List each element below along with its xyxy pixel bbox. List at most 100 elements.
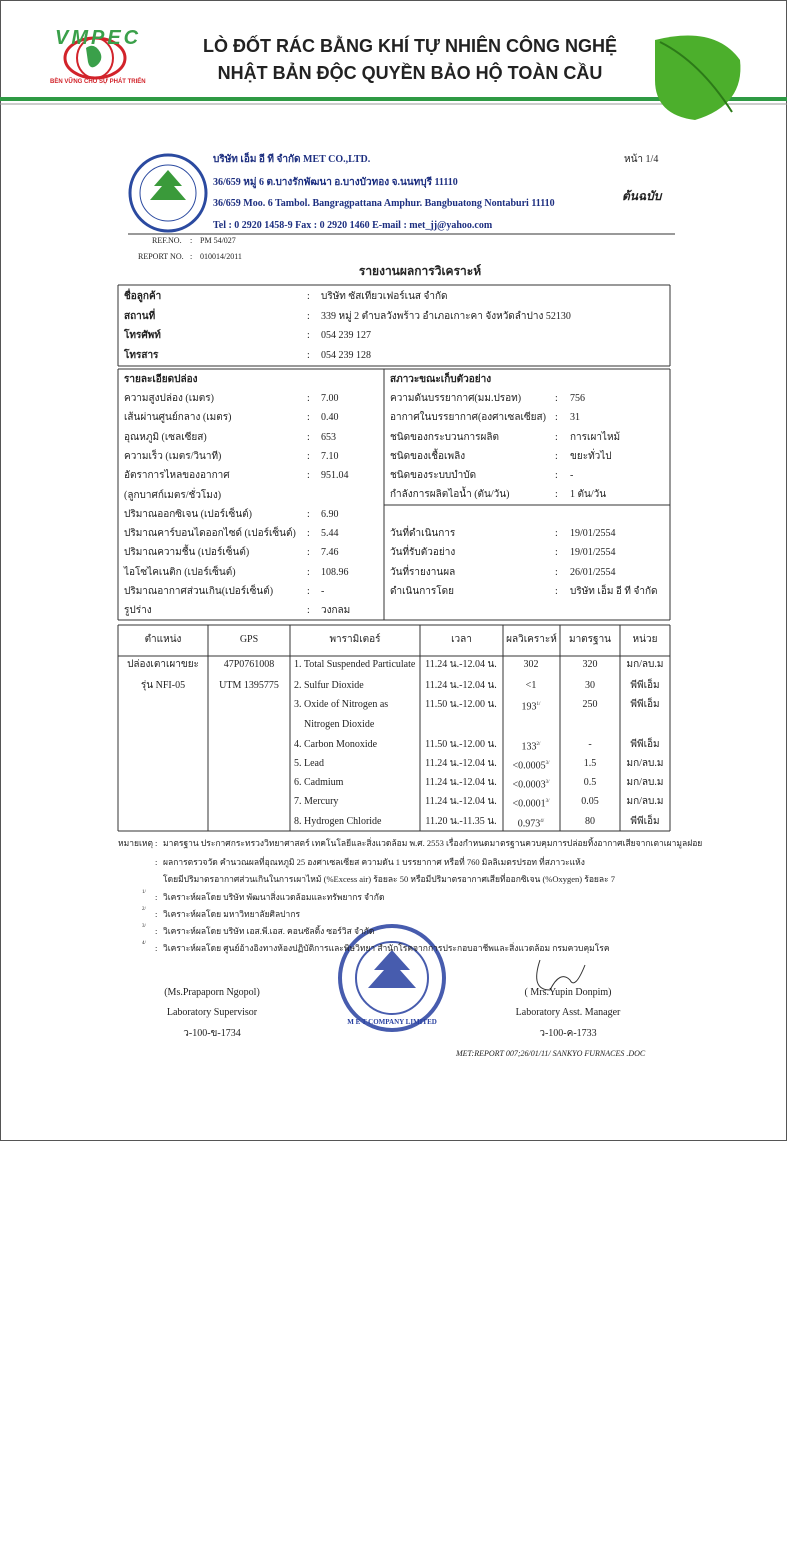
footnote-text: วิเคราะห์ผลโดย บริษัท เอส.พี.เอส. คอนซัล… <box>163 926 375 936</box>
field-value: 108.96 <box>321 566 349 578</box>
result: <0.00013/ <box>512 798 550 810</box>
parameter: 3. Oxide of Nitrogen as <box>294 699 389 710</box>
standard: 320 <box>582 659 598 670</box>
location: ปล่องเตาเผาขยะ <box>127 659 199 670</box>
separator: : <box>307 310 310 322</box>
separator: : <box>155 909 158 919</box>
separator: : <box>307 349 310 361</box>
separator: : <box>307 291 310 302</box>
field-label: รูปร่าง <box>124 605 152 617</box>
separator: : <box>155 926 158 936</box>
copy-mark: ต้นฉบับ <box>622 189 662 203</box>
field-value: 19/01/2554 <box>570 547 616 558</box>
signer-title: Laboratory Asst. Manager <box>515 1007 621 1018</box>
field-value: 054 239 128 <box>321 349 371 361</box>
footer-ref: MET:REPORT 007;26/01/11/ SANKYO FURNACES… <box>456 1049 646 1058</box>
signer-title: Laboratory Supervisor <box>166 1007 258 1018</box>
field-label: ปริมาณคาร์บอนไดออกไซด์ (เปอร์เซ็นต์) <box>124 528 296 540</box>
column-header: GPS <box>239 634 259 645</box>
column-header: เวลา <box>451 634 472 645</box>
ref-label: REF.NO. <box>152 236 182 245</box>
signature <box>536 959 586 991</box>
separator: : <box>307 330 310 341</box>
result: <1 <box>525 680 537 691</box>
company-address: 36/659 หมู่ 6 ต.บางรักพัฒนา อ.บางบัวทอง … <box>213 177 458 188</box>
field-label: สถานที่ <box>124 310 156 322</box>
parameter: 8. Hydrogen Chloride <box>294 816 382 827</box>
column-header: มาตรฐาน <box>568 634 612 645</box>
location: รุ่น NFI-05 <box>140 680 186 691</box>
brand-name: VMPEC <box>55 27 142 49</box>
standard: 30 <box>585 680 595 691</box>
separator: : <box>307 470 310 482</box>
brand-slogan: BỀN VỮNG CHO SỰ PHÁT TRIỂN <box>50 79 146 85</box>
separator: : <box>190 236 193 245</box>
ref-value: 010014/2011 <box>200 252 242 261</box>
result: 1931/ <box>521 701 541 713</box>
separator: : <box>155 838 158 848</box>
separator: : <box>307 393 310 404</box>
unit: มก/ลบ.ม <box>626 659 664 670</box>
separator: : <box>555 470 558 481</box>
header-title: NHẬT BẢN ĐỘC QUYỀN BẢO HỘ TOÀN CẦU <box>217 63 603 83</box>
result-note: 3/ <box>545 799 550 804</box>
separator: : <box>155 857 158 867</box>
separator: : <box>190 252 193 261</box>
field-value: - <box>321 586 325 597</box>
field-value: 26/01/2554 <box>570 567 616 578</box>
signer-license: ว-100-ค-1733 <box>539 1028 597 1039</box>
parameter: 7. Mercury <box>294 796 339 807</box>
field-value: 7.46 <box>321 547 339 559</box>
parameter: 2. Sulfur Dioxide <box>294 680 364 691</box>
unit: พีพีเอ็ม <box>630 699 660 710</box>
field-label: กำลังการผลิตไอน้ำ (ตัน/วัน) <box>390 489 510 500</box>
separator: : <box>555 489 558 500</box>
separator: : <box>555 567 558 578</box>
signer-name: (Ms.Prapaporn Ngopol) <box>164 987 260 998</box>
unit: มก/ลบ.ม <box>626 796 664 807</box>
parameter: 5. Lead <box>294 758 324 769</box>
footnote-text: วิเคราะห์ผลโดย ศูนย์อ้างอิงทางห้องปฏิบัต… <box>163 943 610 953</box>
separator: : <box>155 892 158 902</box>
green-rule <box>0 97 787 101</box>
field-label: วันที่ดำเนินการ <box>390 528 456 539</box>
field-label: วันที่รับตัวอย่าง <box>390 547 456 558</box>
unit: พีพีเอ็ม <box>630 739 660 750</box>
footnote-mark: 4/ <box>142 941 146 946</box>
result: 1332/ <box>521 741 541 753</box>
field-label: ปริมาณอากาศส่วนเกิน(เปอร์เซ็นต์) <box>124 586 274 597</box>
field-value: 054 239 127 <box>321 330 371 341</box>
field-label: อุณหภูมิ (เซลเซียส) <box>124 431 207 443</box>
company-name: บริษัท เอ็ม อี ที จำกัด MET CO.,LTD. <box>213 154 371 165</box>
separator: : <box>307 586 310 597</box>
field-label: อากาศในบรรยากาศ(องศาเซลเซียส) <box>390 412 546 423</box>
footnote-mark: 3/ <box>142 924 146 929</box>
result-note: 1/ <box>536 702 541 707</box>
field-label: ชนิดของกระบวนการผลิต <box>390 432 499 443</box>
company-seal <box>128 153 208 233</box>
result-note: 3/ <box>545 780 550 785</box>
field-label: เส้นผ่านศูนย์กลาง (เมตร) <box>124 412 232 424</box>
field-value: บริษัท ซัสเทียวเฟอร์เนส จำกัด <box>321 291 448 302</box>
footnote-text: วิเคราะห์ผลโดย มหาวิทยาลัยศิลปากร <box>163 909 301 919</box>
stamp-seal <box>338 924 446 1032</box>
result-note: 2/ <box>536 742 541 747</box>
separator: : <box>307 450 310 462</box>
page-number: หน้า 1/4 <box>624 154 659 165</box>
separator: : <box>307 528 310 540</box>
unit: มก/ลบ.ม <box>626 758 664 769</box>
result-note: 4/ <box>540 819 545 824</box>
field-value: ขยะทั่วไป <box>570 451 612 462</box>
field-value: 653 <box>321 431 336 443</box>
parameter: Nitrogen Dioxide <box>304 719 375 730</box>
column-header: พารามิเตอร์ <box>329 634 381 645</box>
field-value: บริษัท เอ็ม อี ที จำกัด <box>570 586 658 597</box>
standard: 0.05 <box>581 796 599 807</box>
field-label: โทรสาร <box>124 349 159 361</box>
result: <0.00053/ <box>512 760 550 772</box>
result-note: 3/ <box>545 761 550 766</box>
signer-name: ( Mrs.Yupin Donpim) <box>524 987 612 998</box>
gps: 47P0761008 <box>223 659 275 670</box>
field-label: ชนิดของระบบบำบัด <box>390 470 477 481</box>
gps: UTM 1395775 <box>219 680 279 691</box>
